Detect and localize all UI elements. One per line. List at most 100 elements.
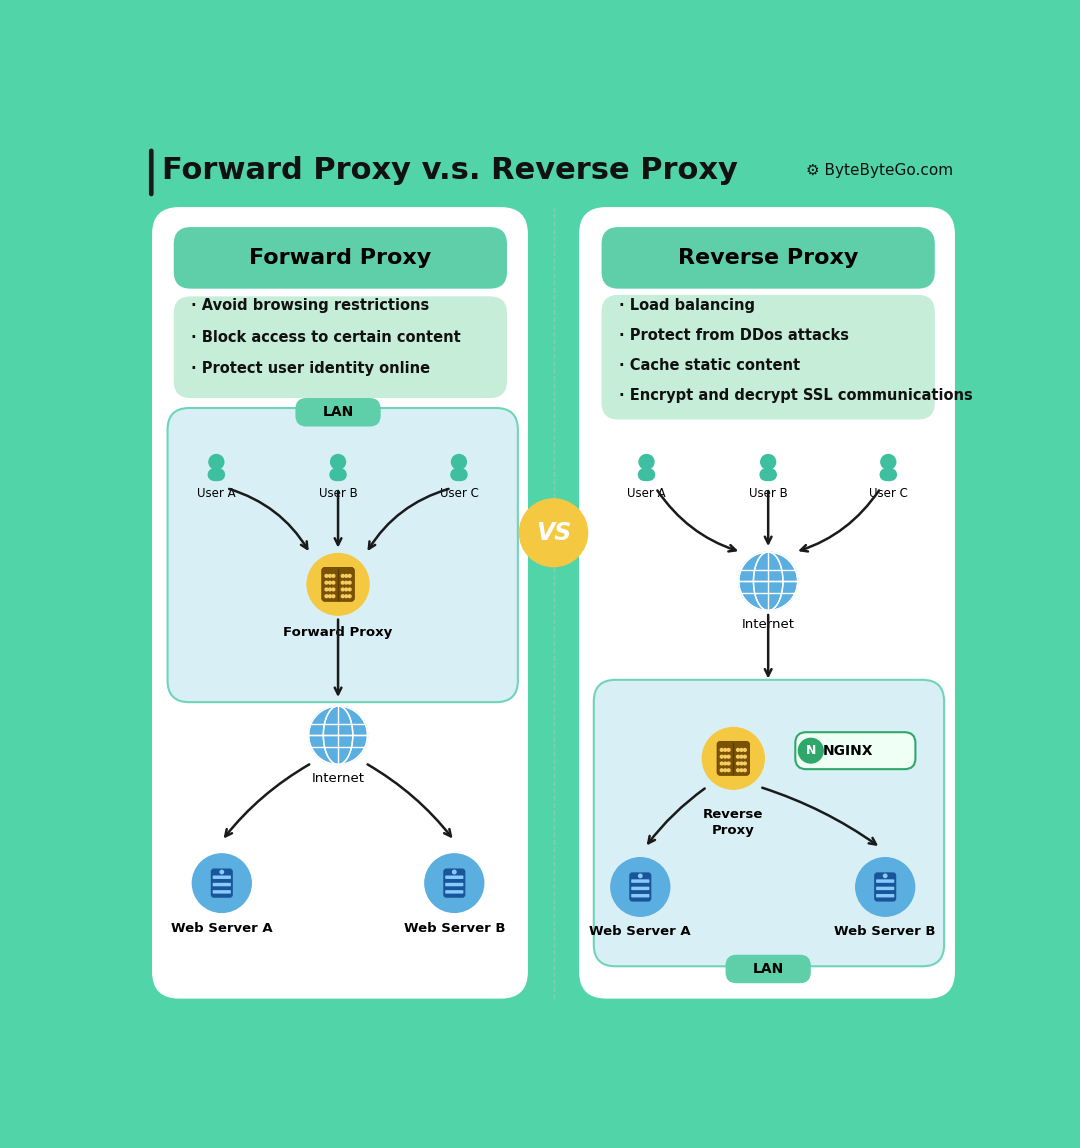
Text: · Block access to certain content: · Block access to certain content — [191, 329, 460, 344]
Circle shape — [325, 581, 328, 584]
Text: Forward Proxy v.s. Reverse Proxy: Forward Proxy v.s. Reverse Proxy — [162, 156, 738, 185]
Circle shape — [345, 595, 348, 598]
Circle shape — [720, 755, 724, 758]
Circle shape — [743, 762, 746, 765]
Circle shape — [727, 762, 730, 765]
Circle shape — [325, 595, 328, 598]
Text: Web Server A: Web Server A — [590, 925, 691, 938]
FancyBboxPatch shape — [579, 207, 955, 999]
Circle shape — [740, 748, 743, 751]
FancyBboxPatch shape — [759, 468, 778, 481]
Circle shape — [220, 870, 224, 874]
FancyBboxPatch shape — [329, 468, 347, 481]
FancyBboxPatch shape — [443, 869, 465, 898]
Text: NGINX: NGINX — [823, 744, 874, 758]
Circle shape — [638, 874, 642, 877]
FancyBboxPatch shape — [213, 876, 231, 879]
Circle shape — [307, 553, 369, 615]
Circle shape — [724, 755, 727, 758]
Circle shape — [348, 581, 351, 584]
Circle shape — [192, 854, 252, 913]
Circle shape — [328, 581, 332, 584]
Circle shape — [453, 870, 456, 874]
Circle shape — [341, 581, 345, 584]
Circle shape — [720, 769, 724, 771]
Circle shape — [883, 874, 887, 877]
Text: User C: User C — [869, 487, 907, 499]
Circle shape — [208, 455, 224, 470]
Circle shape — [724, 762, 727, 765]
Text: User B: User B — [748, 487, 787, 499]
Circle shape — [743, 769, 746, 771]
FancyBboxPatch shape — [211, 869, 233, 898]
Text: User C: User C — [440, 487, 478, 499]
FancyBboxPatch shape — [152, 207, 528, 999]
Text: ⚙ ByteByteGo.com: ⚙ ByteByteGo.com — [806, 163, 953, 178]
Circle shape — [348, 588, 351, 591]
Text: Forward Proxy: Forward Proxy — [283, 626, 393, 639]
Text: User A: User A — [197, 487, 235, 499]
Text: · Protect user identity online: · Protect user identity online — [191, 362, 430, 377]
Circle shape — [328, 574, 332, 577]
Text: VS: VS — [536, 521, 571, 545]
FancyBboxPatch shape — [630, 872, 651, 901]
Circle shape — [328, 595, 332, 598]
FancyBboxPatch shape — [602, 227, 935, 288]
Circle shape — [332, 595, 335, 598]
Circle shape — [740, 769, 743, 771]
FancyBboxPatch shape — [879, 468, 897, 481]
Circle shape — [724, 769, 727, 771]
FancyBboxPatch shape — [874, 872, 896, 901]
Circle shape — [727, 755, 730, 758]
Circle shape — [519, 499, 588, 567]
Circle shape — [325, 574, 328, 577]
Circle shape — [611, 858, 670, 916]
FancyBboxPatch shape — [876, 879, 894, 883]
FancyBboxPatch shape — [445, 883, 463, 886]
Text: LAN: LAN — [753, 962, 784, 976]
FancyBboxPatch shape — [207, 468, 226, 481]
FancyBboxPatch shape — [213, 890, 231, 893]
FancyBboxPatch shape — [149, 148, 153, 196]
Circle shape — [332, 581, 335, 584]
Circle shape — [341, 588, 345, 591]
Circle shape — [737, 748, 740, 751]
Circle shape — [740, 762, 743, 765]
Text: Internet: Internet — [311, 773, 365, 785]
Circle shape — [348, 595, 351, 598]
Circle shape — [724, 748, 727, 751]
FancyBboxPatch shape — [795, 732, 916, 769]
Text: Web Server B: Web Server B — [404, 922, 505, 934]
Text: Web Server A: Web Server A — [171, 922, 272, 934]
FancyBboxPatch shape — [631, 894, 649, 898]
Circle shape — [743, 755, 746, 758]
FancyBboxPatch shape — [445, 876, 463, 879]
FancyBboxPatch shape — [594, 680, 944, 967]
FancyBboxPatch shape — [602, 295, 935, 419]
FancyBboxPatch shape — [445, 890, 463, 893]
Circle shape — [345, 574, 348, 577]
Circle shape — [727, 769, 730, 771]
Circle shape — [348, 574, 351, 577]
Circle shape — [309, 706, 367, 765]
Circle shape — [881, 455, 895, 470]
Circle shape — [743, 748, 746, 751]
Text: · Protect from DDos attacks: · Protect from DDos attacks — [619, 328, 849, 343]
Text: Reverse
Proxy: Reverse Proxy — [703, 808, 764, 837]
FancyBboxPatch shape — [213, 883, 231, 886]
Circle shape — [739, 552, 798, 611]
Circle shape — [325, 588, 328, 591]
Circle shape — [424, 854, 484, 913]
Text: · Avoid browsing restrictions: · Avoid browsing restrictions — [191, 298, 429, 313]
FancyBboxPatch shape — [876, 886, 894, 890]
FancyBboxPatch shape — [322, 567, 354, 602]
FancyBboxPatch shape — [167, 408, 517, 703]
Text: Internet: Internet — [742, 619, 795, 631]
Circle shape — [341, 574, 345, 577]
Circle shape — [332, 574, 335, 577]
Circle shape — [639, 455, 654, 470]
Circle shape — [760, 455, 775, 470]
Circle shape — [720, 762, 724, 765]
Text: Forward Proxy: Forward Proxy — [249, 248, 432, 267]
FancyBboxPatch shape — [637, 468, 656, 481]
